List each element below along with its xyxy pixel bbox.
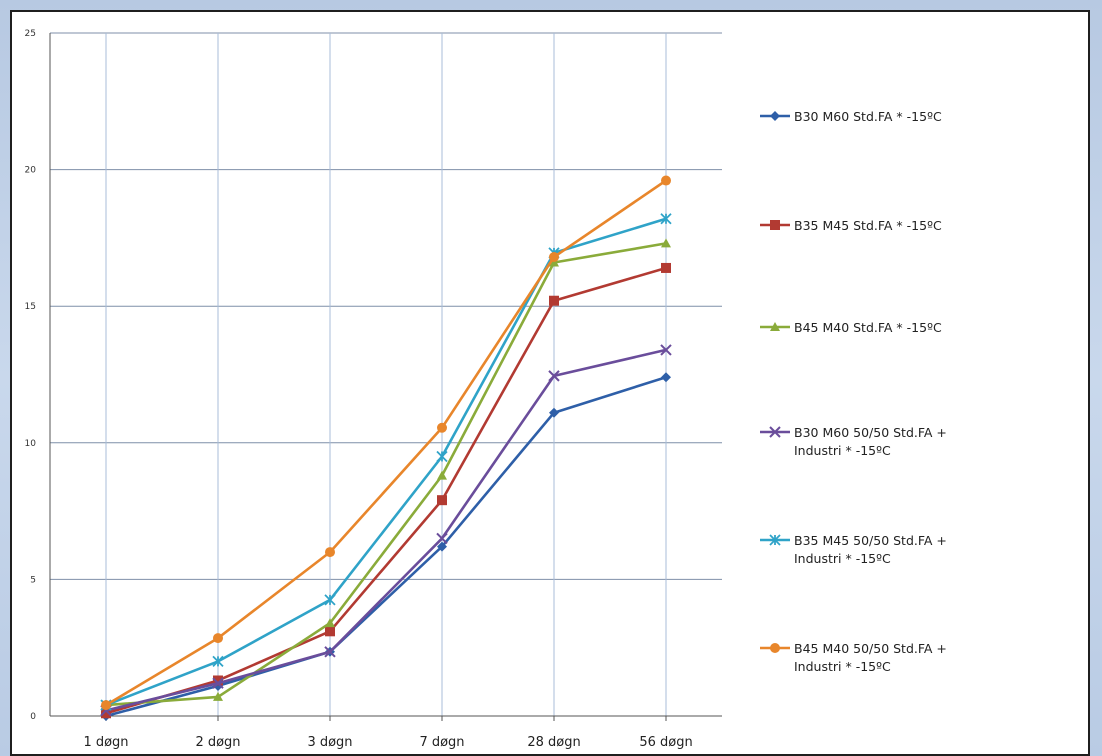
y-tick-label: 15 [25, 302, 36, 312]
legend-swatch-marker [770, 111, 780, 121]
marker-stroke [769, 426, 781, 438]
data-point [436, 532, 448, 545]
data-point [437, 495, 447, 506]
legend-label: B30 M60 Std.FA * -15ºC [794, 109, 942, 124]
data-point [661, 372, 671, 383]
x-tick-label: 2 døgn [195, 735, 240, 750]
x-tick-label: 56 døgn [639, 735, 692, 750]
series-line [105, 348, 667, 712]
data-point [437, 422, 447, 433]
data-point [212, 655, 224, 667]
data-point [660, 344, 672, 356]
axes: 0 5 10 15 20 25 1 døgn 2 døgn 3 døgn 7 døgn 28 døg… [25, 29, 722, 750]
legend-swatch-marker [770, 643, 780, 653]
legend-swatch-marker [770, 220, 780, 230]
data-point [325, 547, 335, 558]
data-point [661, 262, 671, 273]
data-point [549, 252, 559, 263]
marker-stroke [324, 646, 336, 658]
legend-item: B35 M45 Std.FA * -15ºC [758, 217, 1024, 235]
data-point [661, 175, 671, 186]
series-line [105, 217, 667, 707]
legend-item: B30 M60 50/50 Std.FA + Industri * -15ºC [758, 424, 1024, 460]
data-point [437, 541, 447, 552]
data-point [325, 626, 335, 637]
legend-label: B45 M40 Std.FA * -15ºC [794, 320, 942, 335]
data-point [660, 213, 672, 225]
data-point [548, 370, 560, 382]
legend-swatch-marker [769, 426, 781, 438]
x-tick-label: 3 døgn [307, 735, 352, 750]
series-line [105, 266, 667, 715]
legend-label: B30 M60 50/50 Std.FA + Industri * -15ºC [794, 425, 947, 458]
legend-swatch [760, 426, 790, 438]
legend: B30 M60 Std.FA * -15ºC B35 M45 Std.FA * -… [758, 12, 1078, 752]
series-6 [101, 175, 671, 711]
series-1 [101, 372, 671, 721]
y-tick-label: 10 [25, 439, 37, 449]
legend-label: B35 M45 50/50 Std.FA + Industri * -15ºC [794, 533, 947, 566]
marker-stroke [212, 677, 224, 689]
legend-item: B45 M40 50/50 Std.FA + Industri * -15ºC [758, 640, 1024, 676]
data-point [213, 691, 223, 701]
y-tick-label: 0 [30, 712, 36, 722]
data-point [661, 238, 671, 248]
series-line [105, 242, 667, 707]
legend-swatch [760, 220, 790, 230]
series-2 [101, 262, 671, 719]
y-tick-label: 5 [30, 575, 36, 585]
data-point [437, 470, 447, 480]
series-line [105, 375, 667, 718]
data-point [213, 675, 223, 686]
marker-stroke [436, 532, 448, 545]
data-point [212, 677, 224, 689]
chart-frame: 0 5 10 15 20 25 1 døgn 2 døgn 3 døgn 7 døgn 28 døg… [10, 10, 1090, 756]
legend-item: B35 M45 50/50 Std.FA + Industri * -15ºC [758, 532, 1024, 568]
series-3 [101, 238, 671, 710]
series-4 [100, 344, 672, 717]
legend-label: B35 M45 Std.FA * -15ºC [794, 218, 942, 233]
data-point [325, 618, 335, 628]
data-point [324, 646, 336, 658]
legend-swatch [760, 534, 790, 546]
y-tick-label: 25 [25, 29, 36, 39]
data-point [436, 450, 448, 463]
data-point [213, 633, 223, 644]
legend-item: B30 M60 Std.FA * -15ºC [758, 108, 1024, 126]
x-tick-label: 7 døgn [419, 735, 464, 750]
legend-swatch [760, 111, 790, 121]
data-point [101, 708, 111, 719]
legend-label: B45 M40 50/50 Std.FA + Industri * -15ºC [794, 641, 947, 674]
series-5 [100, 213, 672, 711]
series [100, 175, 672, 721]
y-tick-label: 20 [25, 166, 37, 176]
data-point [549, 295, 559, 306]
legend-swatch [760, 643, 790, 653]
x-tick-label: 1 døgn [83, 735, 128, 750]
data-point [324, 594, 336, 606]
legend-swatch-marker [769, 534, 781, 546]
grid [50, 32, 722, 716]
line-chart: 0 5 10 15 20 25 1 døgn 2 døgn 3 døgn 7 døgn 28 døg… [25, 29, 722, 750]
series-line [105, 179, 667, 707]
legend-item: B45 M40 Std.FA * -15ºC [758, 319, 1024, 337]
marker-stroke [548, 370, 560, 382]
marker-stroke [660, 344, 672, 356]
data-point [549, 407, 559, 418]
x-tick-label: 28 døgn [527, 735, 580, 750]
legend-swatch-marker [770, 322, 780, 331]
data-point [101, 700, 111, 711]
legend-swatch [760, 322, 790, 331]
